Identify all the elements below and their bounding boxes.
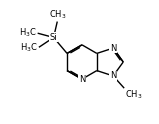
Text: Si: Si bbox=[50, 33, 57, 42]
Text: N: N bbox=[110, 44, 116, 53]
Text: N: N bbox=[110, 71, 116, 80]
Text: CH$_3$: CH$_3$ bbox=[48, 8, 66, 21]
Text: CH$_3$: CH$_3$ bbox=[124, 89, 142, 101]
Text: N: N bbox=[79, 75, 85, 84]
Text: H$_3$C: H$_3$C bbox=[21, 41, 38, 54]
Text: H$_3$C: H$_3$C bbox=[19, 27, 37, 39]
